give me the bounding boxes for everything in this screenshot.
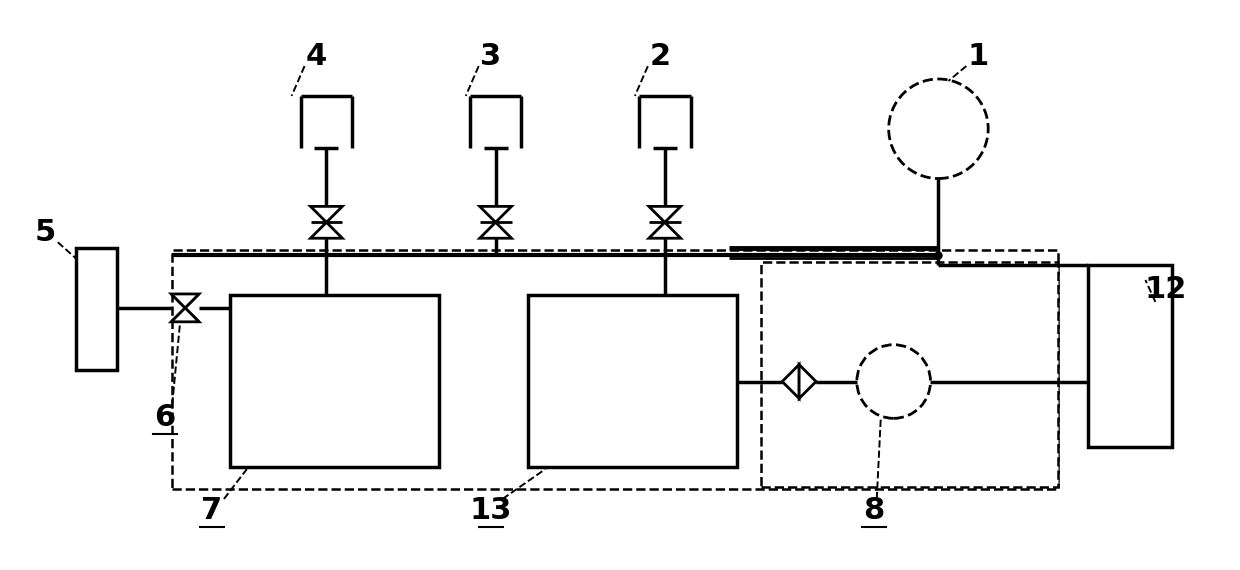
Polygon shape: [649, 222, 681, 238]
Text: 1: 1: [967, 42, 988, 71]
Polygon shape: [782, 365, 799, 398]
Bar: [1087, 265, 1172, 447]
Polygon shape: [480, 222, 512, 238]
Text: 3: 3: [480, 42, 501, 71]
Bar: [229, 295, 439, 467]
Text: 8: 8: [863, 496, 884, 526]
Text: 7: 7: [201, 496, 222, 526]
Polygon shape: [480, 206, 512, 222]
Text: 12: 12: [1145, 275, 1187, 304]
Bar: [172, 250, 1058, 489]
Bar: [76, 248, 118, 369]
Bar: [761, 262, 1058, 487]
Polygon shape: [649, 206, 681, 222]
Polygon shape: [171, 294, 200, 308]
Text: 4: 4: [306, 42, 327, 71]
Bar: [528, 295, 738, 467]
Polygon shape: [310, 206, 342, 222]
Text: 5: 5: [35, 218, 56, 247]
Polygon shape: [171, 308, 200, 322]
Text: 2: 2: [650, 42, 671, 71]
Text: 6: 6: [155, 403, 176, 432]
Polygon shape: [799, 365, 816, 398]
Polygon shape: [310, 222, 342, 238]
Text: 13: 13: [470, 496, 512, 526]
